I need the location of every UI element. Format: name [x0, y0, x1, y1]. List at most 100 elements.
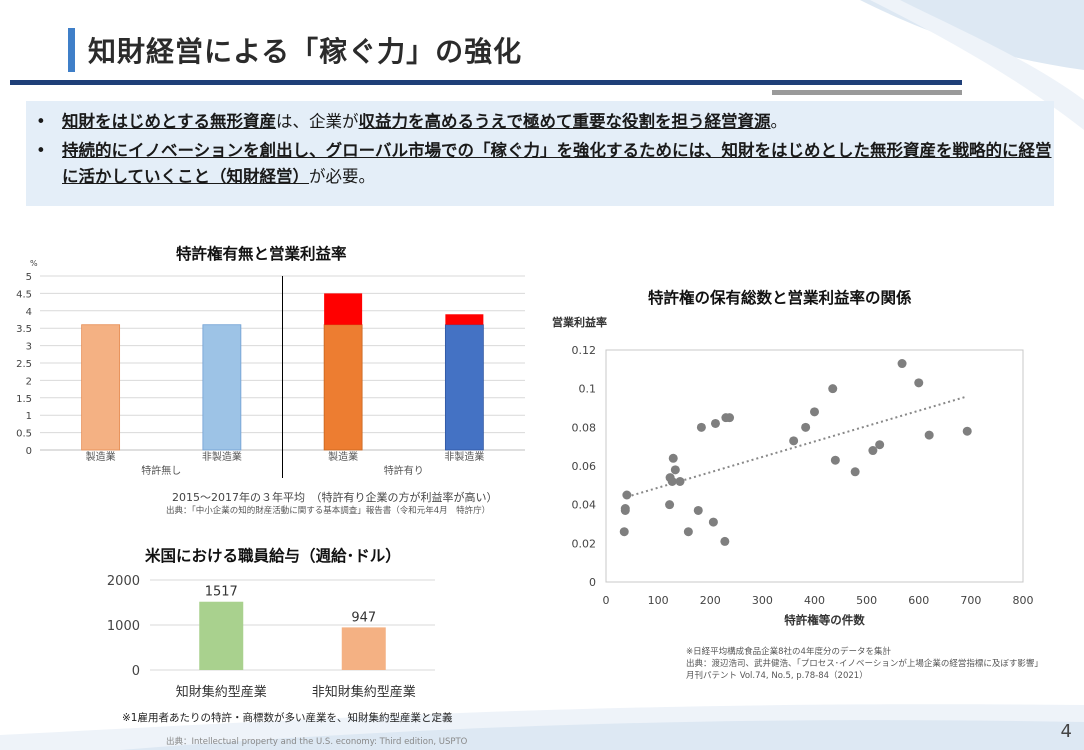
title-accent-bar [68, 28, 75, 72]
chart1-group-label: 特許無し [141, 464, 181, 477]
chart3-source-line1: 出典：渡辺浩司、武井健浩、｢プロセス･イノベーションが上場企業の経営指標に及ぼす… [686, 659, 1039, 669]
chart1-ytick-label: 1 [26, 411, 32, 422]
bullet2-emph-1: 持続的にイノベーションを創出し、グローバル市場での「稼ぐ力」を強化するためには、… [62, 141, 1052, 186]
chart3-point [875, 440, 885, 450]
chart3-point [665, 500, 675, 510]
chart2-plot: 0 1000 2000 1517 知財集約型産業 947 非知財集約型産業 [107, 574, 435, 700]
chart3-ytick-label: 0.08 [572, 421, 597, 434]
chart3-point [789, 436, 799, 446]
chart3-point [828, 384, 838, 394]
chart3-point [801, 422, 811, 432]
chart3-point [710, 418, 720, 428]
chart3-point [725, 413, 735, 423]
chart1-bar [445, 314, 484, 325]
chart3-source-line2: 月刊パテント Vol.74, No.5, p.78-84（2021） [686, 671, 868, 681]
summary-box: • 知財をはじめとする無形資産は、企業が収益力を高めるうえで極めて重要な役割を担… [26, 101, 1054, 206]
chart1-bar [202, 324, 242, 451]
chart3-trendline [626, 395, 968, 498]
chart2-title: 米国における職員給与（週給･ドル） [145, 547, 401, 565]
chart1-ytick-label: 2 [26, 376, 32, 387]
bullet1-text-2: 。 [770, 112, 788, 131]
chart3-xtick-label: 100 [648, 594, 669, 607]
bullet1-emph-1: 知財をはじめとする無形資産 [62, 112, 277, 131]
chart3-point [670, 465, 680, 475]
chart3-xtick-label: 300 [752, 594, 773, 607]
chart3-xlabel: 特許権等の件数 [784, 613, 865, 627]
chart3-ytick-label: 0.02 [572, 537, 597, 550]
chart1-ytick-label: 4.5 [16, 289, 32, 300]
chart3-note: ※日経平均構成食品企業8社の4年度分のデータを集計 [686, 647, 891, 657]
chart3-plot: 営業利益率 0 0.02 0.04 0.06 0.08 0.1 0.12 0 100 200 300 4… [552, 315, 1034, 627]
chart2-source: 出典：Intellectual property and the U.S. ec… [166, 737, 468, 747]
chart3-point [850, 467, 860, 477]
bullet1-text-1: は、企業が [276, 112, 359, 131]
chart1-ytick-label: 5 [26, 272, 32, 283]
chart3-ytick-label: 0.12 [572, 344, 597, 357]
chart1-category-label: 非製造業 [202, 450, 242, 463]
chart2-bar [341, 627, 386, 670]
chart1-bar [323, 324, 363, 451]
chart3-plot-frame [605, 349, 1024, 583]
chart2-ytick-label: 0 [132, 664, 140, 679]
chart1-ytick-label: 0 [26, 446, 32, 457]
chart2-category-label: 知財集約型産業 [176, 684, 267, 700]
chart2-ytick-label: 1000 [107, 619, 140, 634]
chart3-point [620, 504, 630, 514]
chart3-point [720, 536, 730, 546]
chart3-point [897, 359, 907, 369]
slide-title: 知財経営による「稼ぐ力」の強化 [88, 35, 523, 68]
chart3-point [696, 422, 706, 432]
chart2-category-label: 非知財集約型産業 [312, 684, 416, 700]
chart3-point [619, 527, 629, 537]
title-sub-underline [772, 90, 962, 95]
chart3-point [810, 407, 819, 417]
chart2-bar [199, 601, 244, 670]
chart1-bar [324, 293, 363, 325]
chart3-xtick-label: 0 [603, 594, 610, 607]
chart1-ytick-label: 2.5 [16, 359, 32, 370]
chart3-title: 特許権の保有総数と営業利益率の関係 [648, 289, 912, 307]
chart3-xtick-label: 800 [1013, 594, 1034, 607]
chart3-ytick-label: 0.1 [579, 383, 597, 396]
chart3-point [962, 426, 972, 436]
chart2-data-label: 1517 [205, 585, 238, 600]
page-number: 4 [1060, 721, 1072, 742]
chart3-point [708, 517, 718, 527]
chart3-xtick-label: 400 [804, 594, 825, 607]
chart1-category-label: 製造業 [86, 450, 116, 463]
chart1-bar [444, 324, 484, 451]
chart1-bar [81, 324, 121, 451]
chart3-point [667, 476, 677, 486]
chart3-xtick-label: 700 [960, 594, 981, 607]
chart1-group-label: 特許有り [384, 464, 424, 477]
chart1-category-label: 非製造業 [444, 450, 484, 463]
chart3-point [914, 378, 924, 388]
chart3-ytick-label: 0.04 [572, 499, 597, 512]
chart3-point [830, 455, 840, 465]
chart1-category-label: 製造業 [328, 450, 358, 463]
chart3-point [693, 505, 703, 515]
chart3-ytick-label: 0 [589, 576, 596, 589]
chart1-title: 特許権有無と営業利益率 [176, 245, 347, 263]
chart3-ytick-label: 0.06 [572, 460, 597, 473]
chart3-xtick-label: 600 [908, 594, 929, 607]
chart1-plot: 0 0.5 1 1.5 2 2.5 3 3.5 4 4.5 5% 製造業 非製造業 製造業 非製造業特許無し… [16, 259, 525, 478]
summary-bullet-1: • 知財をはじめとする無形資産は、企業が収益力を高めるうえで極めて重要な役割を担… [36, 112, 788, 131]
chart1-source: 出典：「中小企業の知的財産活動に関する基本調査」報告書（令和元年4月 特許庁） [166, 506, 491, 516]
chart1-caption: 2015～2017年の３年平均 （特許有り企業の方が利益率が高い） [172, 491, 498, 504]
chart3-point [622, 490, 632, 500]
bullet1-emph-2: 収益力を高めるうえで [358, 112, 524, 131]
chart3-xtick-label: 200 [700, 594, 721, 607]
chart3-point [868, 446, 878, 456]
chart3-point [668, 453, 678, 463]
summary-bullet-2: • 持続的にイノベーションを創出し、グローバル市場での「稼ぐ力」を強化するために… [36, 141, 1052, 186]
chart1-ytick-label: 0.5 [16, 429, 32, 440]
chart3-point [675, 476, 685, 486]
chart2-note: ※1雇用者あたりの特許・商標数が多い産業を、知財集約型産業と定義 [122, 712, 453, 724]
bullet1-emph-3: 極めて重要な役割を担う経営資源 [523, 112, 771, 131]
bullet2-text-1: が必要。 [309, 167, 376, 186]
chart1-ytick-label: 3 [26, 342, 32, 353]
chart1-ylabel: % [30, 259, 38, 268]
chart3-ylabel: 営業利益率 [552, 315, 607, 329]
chart2-data-label: 947 [351, 610, 376, 625]
